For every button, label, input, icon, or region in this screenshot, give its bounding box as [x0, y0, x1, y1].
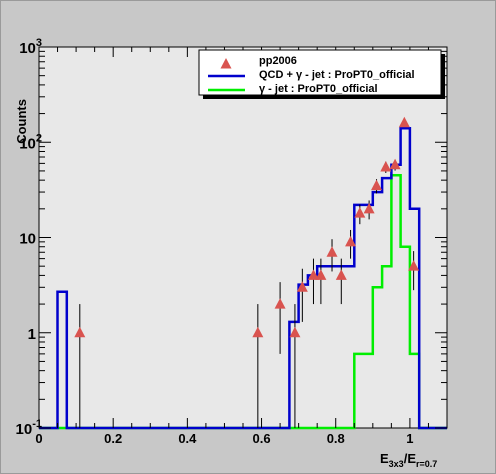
x-tick-label-4: 0.8 — [327, 431, 345, 446]
x-tick-label-0: 0 — [35, 431, 42, 446]
x-label-base: E — [380, 451, 389, 466]
histogram-qcd-gamma-jet — [39, 127, 447, 430]
x-label-slash: /E — [404, 451, 417, 466]
legend: pp2006 QCD + γ - jet : ProPT0_official γ -… — [198, 49, 445, 99]
y-tick-label-4: 103 — [19, 37, 42, 57]
y-tick-base: 10 — [16, 421, 33, 438]
data-point-11 — [363, 202, 375, 214]
y-tick-label-1: 1 — [28, 326, 36, 343]
data-point-16 — [408, 260, 420, 271]
histogram-gamma-jet — [39, 174, 447, 430]
data-point-8 — [335, 269, 347, 280]
data-point-3 — [289, 326, 301, 338]
x-tick-label-3: 0.6 — [253, 431, 271, 446]
x-tick-label-1: 0.2 — [104, 431, 122, 446]
data-point-0 — [74, 326, 86, 338]
x-label-sub1: 3x3 — [389, 459, 404, 469]
histogram-layer — [39, 127, 447, 430]
data-point-10 — [354, 207, 366, 218]
markers-layer — [74, 116, 420, 338]
y-tick-label-0: 10-1 — [16, 418, 42, 438]
data-point-2 — [274, 298, 286, 309]
y-tick-label-2: 10 — [19, 231, 36, 248]
data-point-5 — [307, 269, 319, 280]
x-axis-label: E3x3/Er=0.7 — [380, 451, 437, 469]
x-tick-label-5: 1 — [406, 431, 413, 446]
data-point-12 — [371, 179, 383, 191]
y-tick-base: 1 — [28, 326, 36, 343]
y-tick-exponent: 2 — [36, 132, 42, 144]
y-axis-label: Counts — [14, 99, 29, 144]
legend-marker-pp2006 — [220, 58, 232, 69]
legend-label-2: γ - jet : ProPT0_official — [259, 83, 378, 95]
data-point-1 — [252, 326, 264, 338]
data-point-6 — [315, 269, 327, 280]
data-point-13 — [380, 160, 392, 172]
legend-label-1: QCD + γ - jet : ProPT0_official — [259, 69, 415, 81]
y-tick-base: 10 — [19, 231, 36, 248]
x-tick-label-2: 0.4 — [178, 431, 197, 446]
plot-background — [38, 46, 448, 429]
data-point-15 — [398, 116, 410, 128]
data-point-14 — [389, 158, 401, 170]
y-tick-base: 10 — [19, 135, 36, 152]
legend-label-0: pp2006 — [259, 55, 297, 67]
data-point-7 — [326, 246, 338, 257]
data-point-9 — [345, 235, 357, 247]
y-tick-label-3: 102 — [19, 132, 42, 152]
y-tick-exponent: 3 — [36, 37, 42, 49]
data-point-4 — [296, 281, 308, 292]
legend-box — [198, 49, 442, 96]
y-tick-base: 10 — [19, 40, 36, 57]
y-tick-exponent: -1 — [32, 418, 42, 430]
x-label-sub2: r=0.7 — [416, 459, 437, 469]
